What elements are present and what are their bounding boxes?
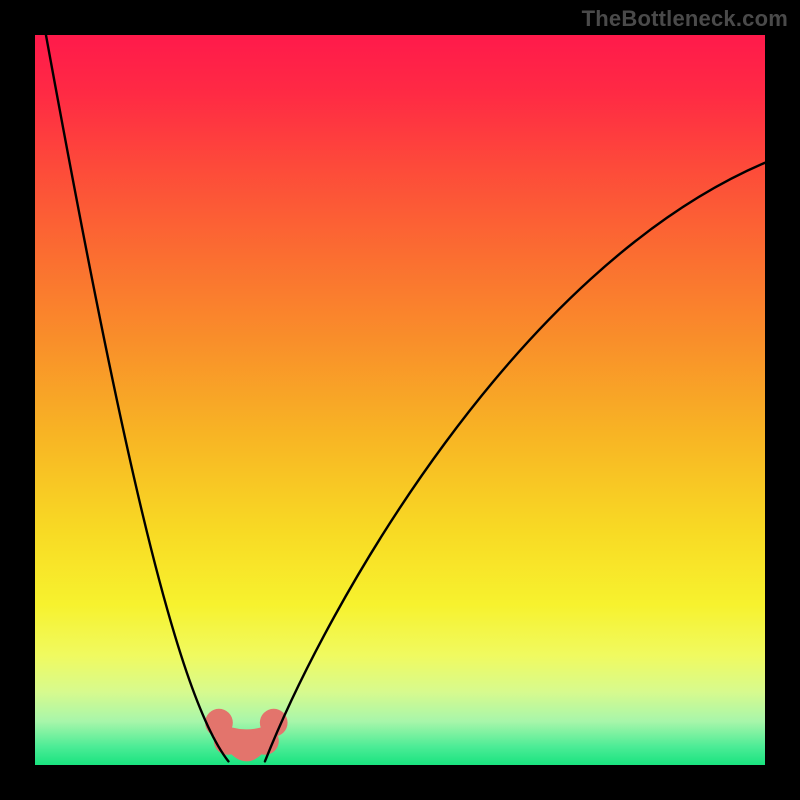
watermark-text: TheBottleneck.com [582, 6, 788, 32]
chart-stage: TheBottleneck.com [0, 0, 800, 800]
plot-background [35, 35, 765, 765]
chart-svg [0, 0, 800, 800]
valley-lobe [251, 727, 279, 755]
valley-lobe [214, 727, 242, 755]
